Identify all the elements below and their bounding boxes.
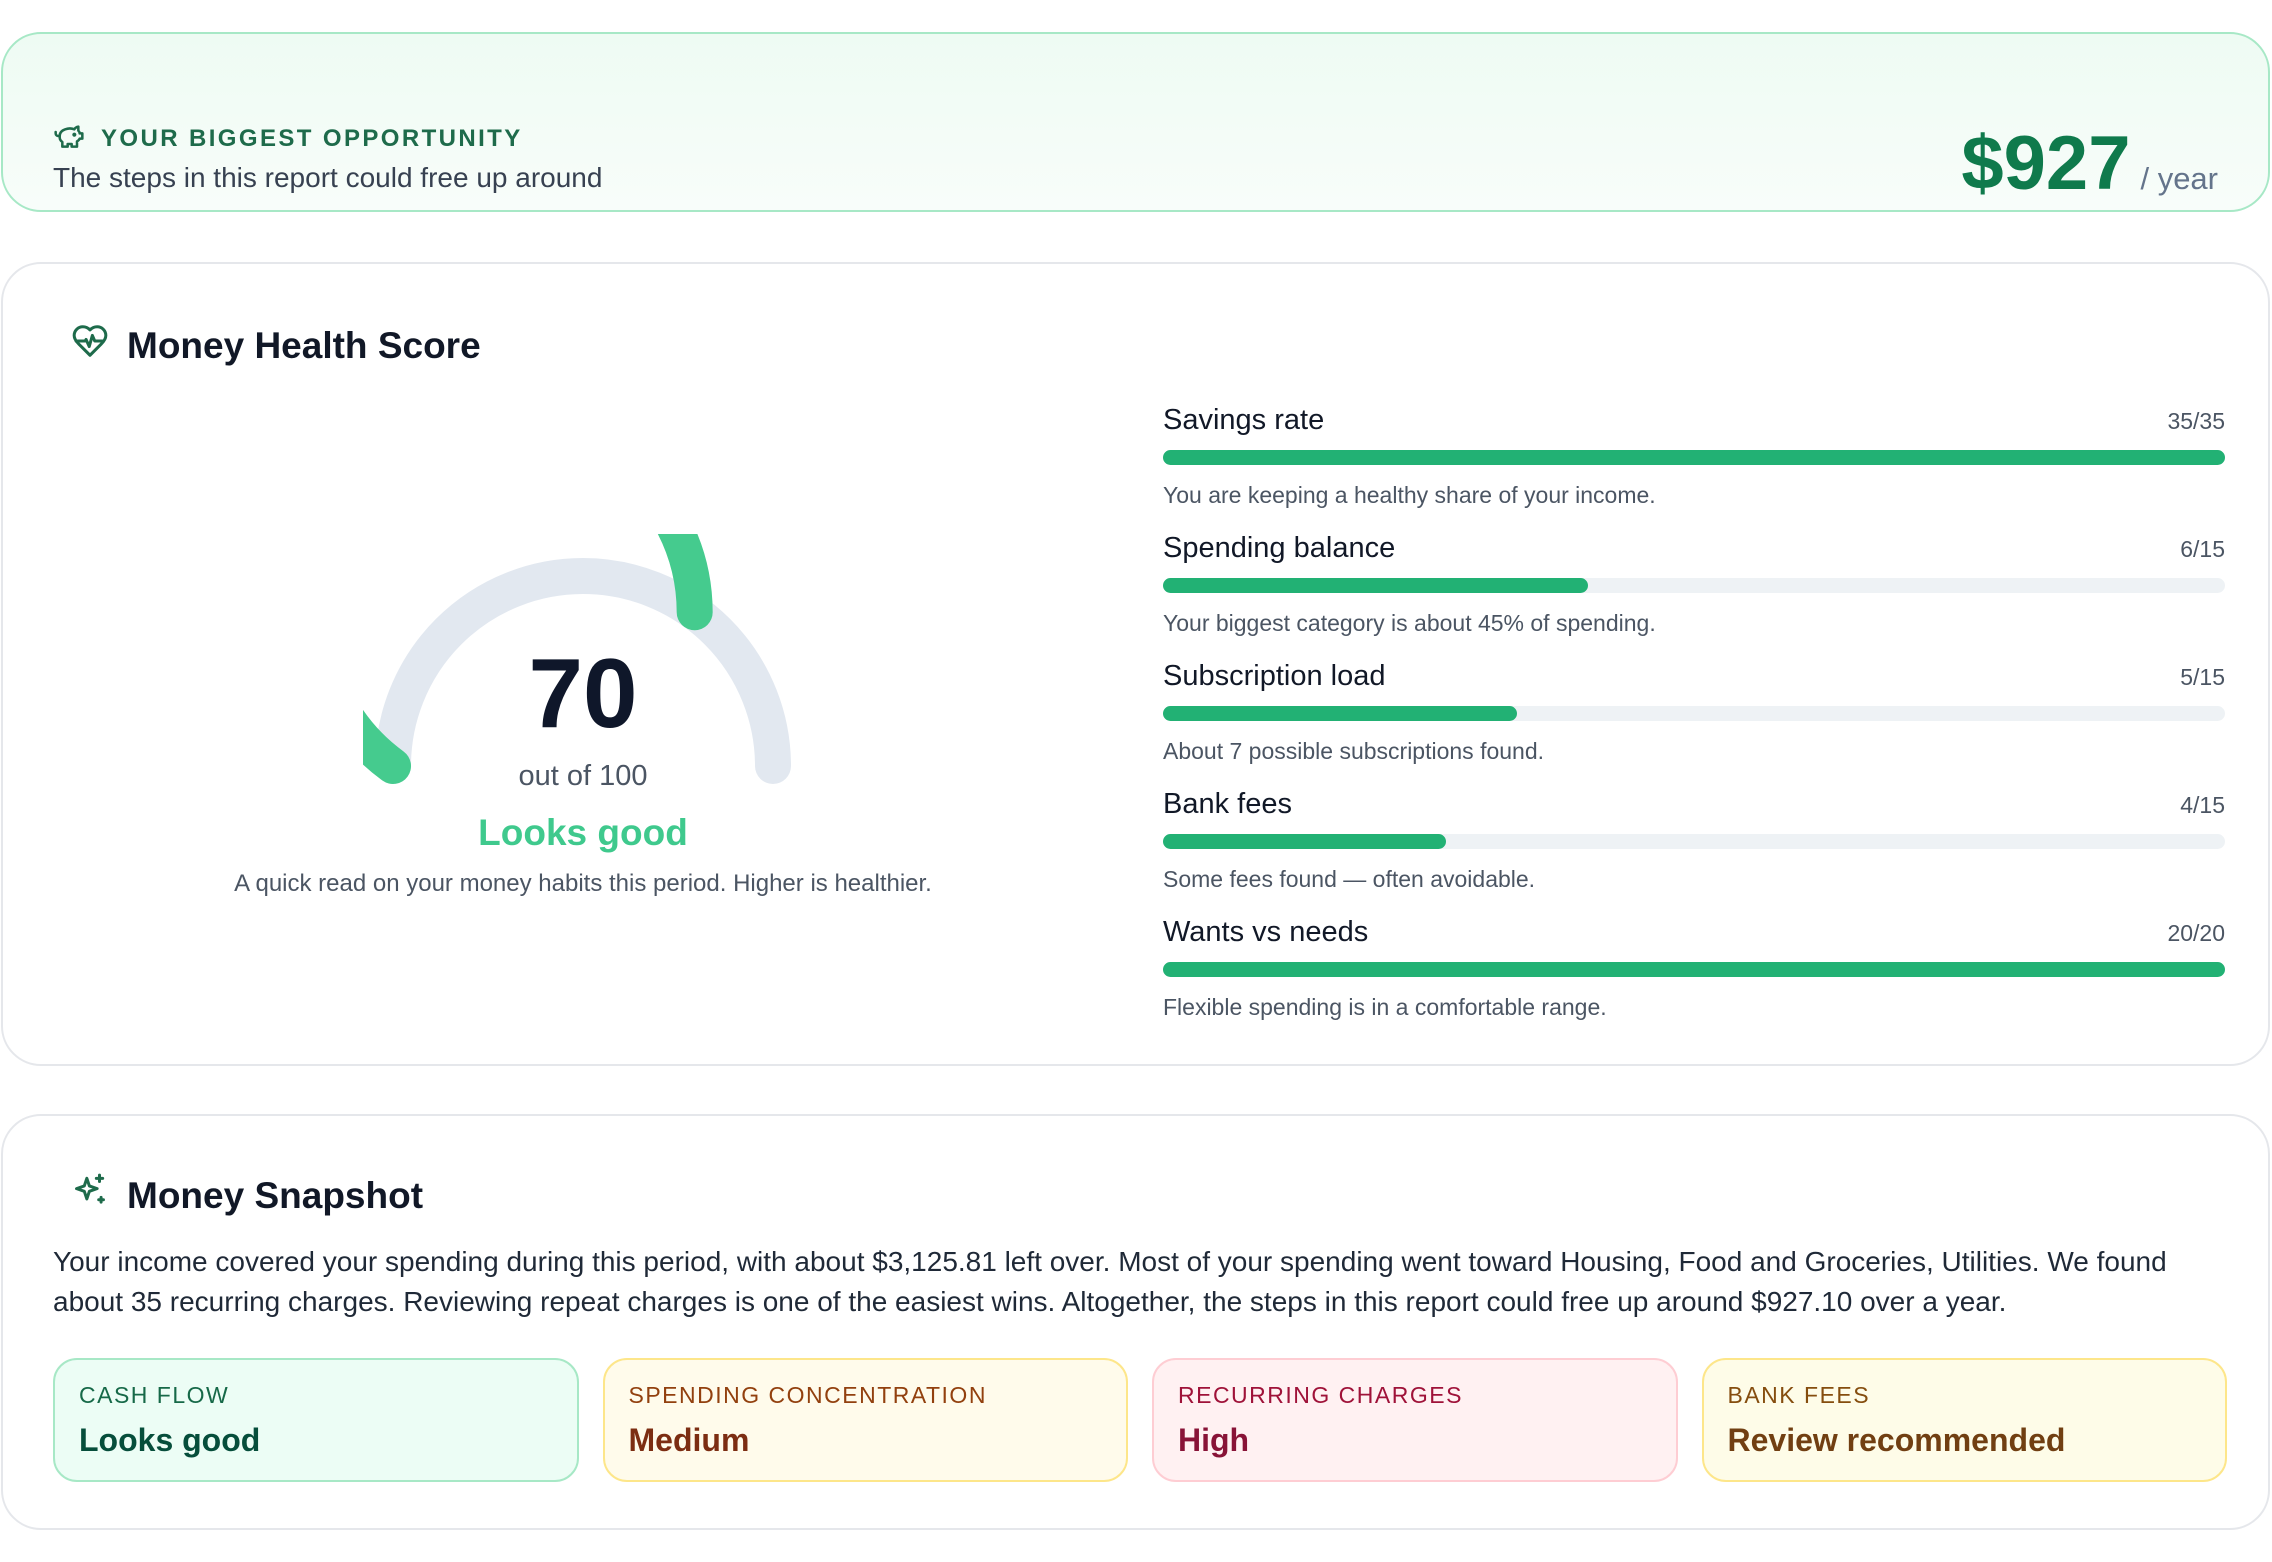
tile-label: BANK FEES	[1727, 1382, 1871, 1408]
tile-bank-fees: BANK FEES Review recommended	[1701, 1358, 2227, 1482]
metric-fill	[1163, 578, 1588, 593]
health-score-value: 70	[528, 638, 638, 748]
tile-label: CASH FLOW	[79, 1382, 230, 1408]
metric-track	[1163, 706, 2225, 721]
metric-score: 20/20	[2167, 920, 2225, 946]
opportunity-unit: / year	[2140, 161, 2218, 196]
health-score-out-of: out of 100	[518, 760, 648, 792]
metric-note: Some fees found — often avoidable.	[1163, 866, 1536, 892]
gauge-track	[375, 558, 791, 784]
opportunity-heading: YOUR BIGGEST OPPORTUNITY	[53, 120, 523, 157]
metric-fill	[1163, 450, 2225, 465]
metric-name: Savings rate	[1163, 404, 1325, 436]
money-health-heading: Money Health Score	[53, 322, 481, 369]
metric-track	[1163, 834, 2225, 849]
metric-track	[1163, 962, 2225, 977]
tile-value: Looks good	[79, 1422, 261, 1458]
snapshot-tiles: CASH FLOW Looks good SPENDING CONCENTRAT…	[53, 1358, 2227, 1482]
metric-score: 35/35	[2167, 408, 2225, 434]
metric-spending-balance: Spending balance 6/15 Your biggest categ…	[1161, 532, 2225, 660]
tile-recurring-charges: RECURRING CHARGES High	[1152, 1358, 1678, 1482]
tile-value: High	[1178, 1422, 1250, 1458]
metric-score: 5/15	[2180, 664, 2225, 690]
heart-pulse-icon	[71, 322, 109, 369]
metric-note: Flexible spending is in a comfortable ra…	[1163, 994, 1607, 1020]
health-metrics: Savings rate 35/35 You are keeping a hea…	[1161, 404, 2225, 1044]
opportunity-text: The steps in this report could free up a…	[53, 162, 603, 193]
opportunity-banner: YOUR BIGGEST OPPORTUNITY The steps in th…	[1, 32, 2270, 212]
metric-fill	[1163, 834, 1447, 849]
metric-track	[1163, 578, 2225, 593]
metric-name: Wants vs needs	[1163, 916, 1369, 948]
opportunity-amount-group: $927 / year	[1961, 120, 2218, 207]
metric-score: 4/15	[2180, 792, 2225, 818]
money-snapshot-card: Money Snapshot Your income covered your …	[1, 1114, 2270, 1530]
money-health-title: Money Health Score	[127, 324, 481, 366]
tile-spending-concentration: SPENDING CONCENTRATION Medium	[602, 1358, 1128, 1482]
money-snapshot-title: Money Snapshot	[127, 1174, 424, 1216]
metric-fill	[1163, 962, 2225, 977]
metric-savings-rate: Savings rate 35/35 You are keeping a hea…	[1161, 404, 2225, 532]
metric-name: Subscription load	[1163, 660, 1386, 692]
snapshot-summary: Your income covered your spending during…	[53, 1246, 2167, 1317]
tile-label: SPENDING CONCENTRATION	[628, 1382, 987, 1408]
metric-score: 6/15	[2180, 536, 2225, 562]
metric-track	[1163, 450, 2225, 465]
tile-cash-flow: CASH FLOW Looks good	[53, 1358, 579, 1482]
money-snapshot-heading: Money Snapshot	[53, 1172, 423, 1219]
piggy-bank-icon	[53, 120, 85, 157]
metric-note: Your biggest category is about 45% of sp…	[1163, 610, 1656, 636]
tile-label: RECURRING CHARGES	[1178, 1382, 1463, 1408]
metric-bank-fees: Bank fees 4/15 Some fees found — often a…	[1161, 788, 2225, 916]
metric-subscription-load: Subscription load 5/15 About 7 possible …	[1161, 660, 2225, 788]
health-verdict: Looks good	[478, 812, 688, 853]
money-health-card: Money Health Score 70 out of 100 Looks g…	[1, 262, 2270, 1066]
metric-name: Spending balance	[1163, 532, 1396, 564]
metric-note: You are keeping a healthy share of your …	[1163, 482, 1656, 508]
metric-wants-vs-needs: Wants vs needs 20/20 Flexible spending i…	[1161, 916, 2225, 1044]
health-note: A quick read on your money habits this p…	[234, 870, 932, 897]
opportunity-amount: $927	[1961, 121, 2131, 206]
tile-value: Medium	[628, 1422, 750, 1458]
opportunity-label: YOUR BIGGEST OPPORTUNITY	[101, 124, 523, 152]
metric-note: About 7 possible subscriptions found.	[1163, 738, 1545, 764]
metric-fill	[1163, 706, 1517, 721]
metric-name: Bank fees	[1163, 788, 1292, 820]
sparkle-icon	[71, 1172, 109, 1219]
tile-value: Review recommended	[1727, 1422, 2066, 1458]
